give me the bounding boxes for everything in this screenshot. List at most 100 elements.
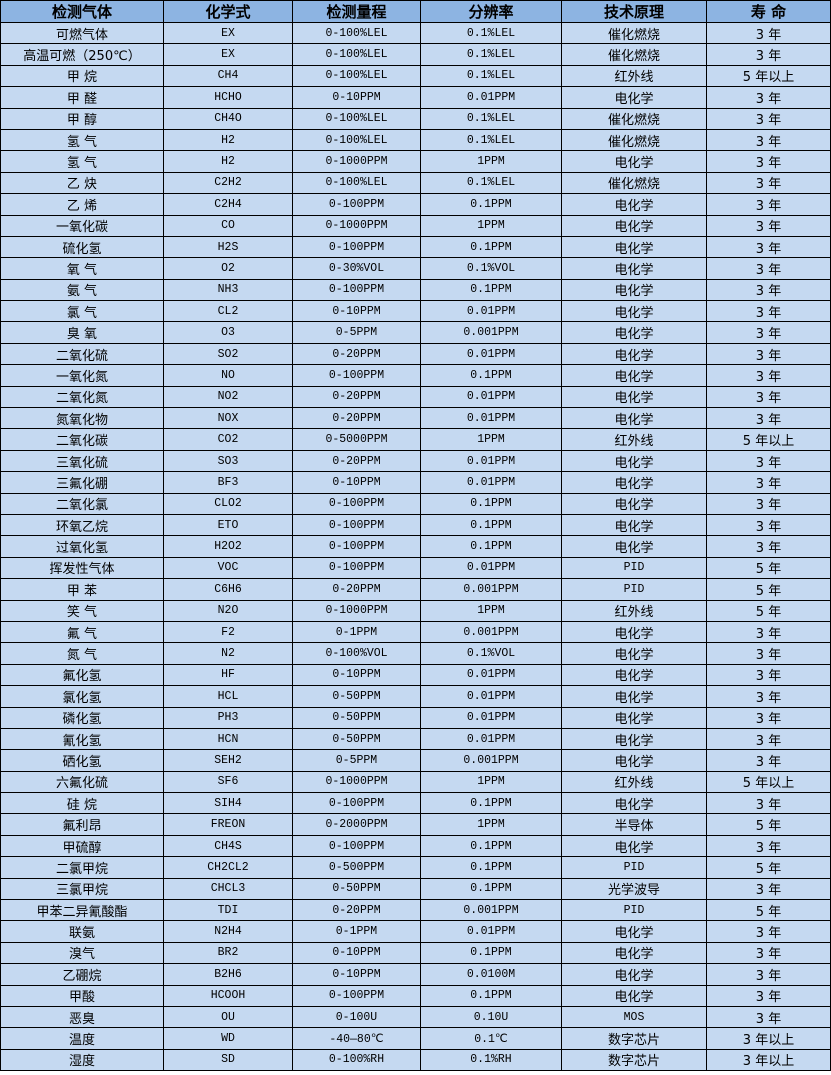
cell-gas: 氟 气	[0, 620, 164, 644]
cell-principle: 电化学	[561, 727, 707, 751]
cell-range: 0-100PPM	[292, 364, 421, 387]
cell-formula: HCN	[163, 727, 293, 751]
cell-formula: SEH2	[163, 749, 293, 772]
header-formula: 化学式	[163, 0, 293, 23]
cell-range: 0-20PPM	[292, 407, 421, 430]
cell-lifetime: 3 年	[706, 300, 831, 323]
cell-lifetime: 3 年	[706, 171, 831, 195]
cell-range: 0-50PPM	[292, 877, 421, 901]
cell-lifetime: 3 年	[706, 342, 831, 366]
cell-lifetime: 3 年	[706, 321, 831, 344]
cell-range: 0-100PPM	[292, 834, 421, 858]
cell-resolution: 0.01PPM	[420, 449, 562, 473]
cell-gas: 乙硼烷	[0, 963, 164, 986]
cell-range: 0-20PPM	[292, 449, 421, 473]
cell-gas: 二氯甲烷	[0, 856, 164, 879]
cell-lifetime: 3 年	[706, 706, 831, 729]
table-row: 高温可燃（250℃） EX 0-100%LEL 0.1%LEL 催化燃烧 3 年	[0, 43, 831, 66]
cell-resolution: 1PPM	[420, 150, 562, 173]
cell-range: 0-100PPM	[292, 193, 421, 216]
cell-formula: EX	[163, 43, 293, 66]
cell-gas: 甲苯二异氰酸酯	[0, 899, 164, 922]
cell-formula: CLO2	[163, 492, 293, 515]
table-row: 硫化氢 H2S 0-100PPM 0.1PPM 电化学 3 年	[0, 235, 831, 259]
cell-range: 0-1000PPM	[292, 599, 421, 622]
cell-gas: 甲 醛	[0, 86, 164, 109]
cell-formula: HCL	[163, 685, 293, 708]
cell-range: 0-10PPM	[292, 300, 421, 323]
cell-formula: NOX	[163, 407, 293, 430]
cell-principle: PID	[561, 556, 707, 580]
cell-lifetime: 5 年	[706, 899, 831, 922]
cell-range: -40—80℃	[292, 1027, 421, 1050]
table-row: 过氧化氢 H2O2 0-100PPM 0.1PPM 电化学 3 年	[0, 535, 831, 558]
cell-lifetime: 3 年	[706, 43, 831, 66]
cell-lifetime: 3 年	[706, 984, 831, 1007]
cell-resolution: 0.1PPM	[420, 535, 562, 558]
cell-lifetime: 3 年	[706, 513, 831, 537]
table-row: 氮氧化物 NOX 0-20PPM 0.01PPM 电化学 3 年	[0, 407, 831, 430]
cell-formula: HF	[163, 663, 293, 687]
cell-lifetime: 3 年	[706, 407, 831, 430]
header-resolution: 分辨率	[420, 0, 562, 23]
table-row: 氟 气 F2 0-1PPM 0.001PPM 电化学 3 年	[0, 620, 831, 644]
cell-principle: 电化学	[561, 620, 707, 644]
cell-lifetime: 3 年	[706, 364, 831, 387]
cell-range: 0-50PPM	[292, 727, 421, 751]
cell-principle: 催化燃烧	[561, 21, 707, 45]
cell-principle: 电化学	[561, 278, 707, 302]
cell-resolution: 0.1%LEL	[420, 43, 562, 66]
cell-range: 0-100%RH	[292, 1048, 421, 1072]
cell-lifetime: 5 年	[706, 599, 831, 622]
table-row: 二氯甲烷 CH2CL2 0-500PPM 0.1PPM PID 5 年	[0, 856, 831, 879]
cell-principle: 电化学	[561, 407, 707, 430]
cell-formula: F2	[163, 620, 293, 644]
cell-resolution: 0.01PPM	[420, 385, 562, 409]
cell-lifetime: 3 年以上	[706, 1048, 831, 1072]
cell-resolution: 0.01PPM	[420, 727, 562, 751]
cell-resolution: 0.1PPM	[420, 235, 562, 259]
cell-resolution: 0.001PPM	[420, 899, 562, 922]
cell-gas: 二氧化碳	[0, 428, 164, 451]
cell-lifetime: 5 年以上	[706, 64, 831, 88]
cell-principle: 电化学	[561, 706, 707, 729]
cell-principle: 电化学	[561, 342, 707, 366]
cell-resolution: 0.0100M	[420, 963, 562, 986]
cell-principle: 电化学	[561, 513, 707, 537]
cell-gas: 一氧化氮	[0, 364, 164, 387]
cell-gas: 恶臭	[0, 1005, 164, 1029]
cell-gas: 二氧化氮	[0, 385, 164, 409]
cell-formula: N2O	[163, 599, 293, 622]
cell-lifetime: 3 年	[706, 963, 831, 986]
cell-gas: 臭 氧	[0, 321, 164, 344]
cell-gas: 甲 苯	[0, 578, 164, 601]
cell-principle: PID	[561, 856, 707, 879]
cell-formula: H2	[163, 150, 293, 173]
cell-gas: 环氧乙烷	[0, 513, 164, 537]
cell-gas: 乙 炔	[0, 171, 164, 195]
cell-lifetime: 3 年	[706, 685, 831, 708]
cell-principle: 电化学	[561, 321, 707, 344]
cell-range: 0-10PPM	[292, 663, 421, 687]
cell-range: 0-50PPM	[292, 685, 421, 708]
cell-lifetime: 3 年	[706, 834, 831, 858]
cell-range: 0-1000PPM	[292, 150, 421, 173]
cell-resolution: 0.1℃	[420, 1027, 562, 1050]
cell-lifetime: 3 年	[706, 642, 831, 665]
cell-lifetime: 3 年	[706, 920, 831, 943]
cell-formula: CH2CL2	[163, 856, 293, 879]
cell-resolution: 0.1%LEL	[420, 64, 562, 88]
cell-formula: OU	[163, 1005, 293, 1029]
header-lifetime: 寿 命	[706, 0, 831, 23]
cell-principle: 电化学	[561, 941, 707, 965]
cell-formula: CH4O	[163, 107, 293, 130]
table-row: 联氨 N2H4 0-1PPM 0.01PPM 电化学 3 年	[0, 920, 831, 943]
cell-resolution: 0.01PPM	[420, 685, 562, 708]
cell-gas: 氮 气	[0, 642, 164, 665]
table-row: 一氧化碳 CO 0-1000PPM 1PPM 电化学 3 年	[0, 214, 831, 237]
table-row: 恶臭 OU 0-100U 0.10U MOS 3 年	[0, 1005, 831, 1029]
cell-principle: 催化燃烧	[561, 128, 707, 152]
cell-lifetime: 3 年	[706, 492, 831, 515]
cell-range: 0-100PPM	[292, 535, 421, 558]
cell-principle: 催化燃烧	[561, 107, 707, 130]
